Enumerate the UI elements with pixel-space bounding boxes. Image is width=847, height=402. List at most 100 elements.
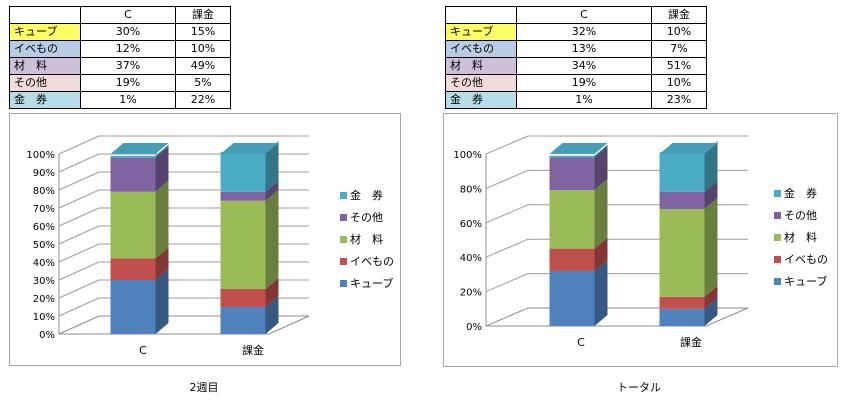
gridline bbox=[58, 243, 100, 263]
y-tick-label: 0% bbox=[39, 330, 55, 341]
gridline bbox=[58, 171, 100, 191]
legend-swatch bbox=[340, 258, 347, 265]
chart-caption: トータル bbox=[617, 381, 661, 394]
bar-segment-front bbox=[549, 270, 595, 326]
gridline bbox=[58, 225, 100, 245]
bar-segment-side bbox=[265, 189, 279, 289]
bar-segment-side bbox=[265, 278, 279, 307]
gridline bbox=[58, 189, 100, 209]
table-header-cell: C bbox=[516, 6, 652, 24]
bar-segment-front bbox=[220, 289, 266, 307]
bar-segment-side bbox=[704, 180, 718, 210]
table-header-cell bbox=[445, 6, 517, 24]
x-tick-label: C bbox=[139, 344, 147, 357]
table-cell: 34% bbox=[516, 57, 652, 75]
row-label: 金 券 bbox=[445, 91, 517, 109]
data-table-total: C 課金 キューブ 32% 10% イベもの 13% 7% 材 料 34% 51… bbox=[445, 6, 707, 109]
bar-segment-front bbox=[549, 248, 595, 271]
y-tick-label: 40% bbox=[460, 253, 482, 264]
table-row: キューブ 30% 15% bbox=[9, 23, 231, 41]
table-row: その他 19% 10% bbox=[445, 74, 707, 92]
legend-label: その他 bbox=[350, 211, 383, 224]
bar-segment-front bbox=[220, 307, 266, 334]
y-tick-label: 100% bbox=[453, 150, 482, 161]
y-tick-label: 80% bbox=[33, 186, 55, 197]
gridline bbox=[58, 135, 100, 155]
table-cell: 10% bbox=[175, 40, 231, 58]
table-row: イベもの 12% 10% bbox=[9, 40, 231, 58]
table-cell: 19% bbox=[80, 74, 176, 92]
table-cell: 15% bbox=[175, 23, 231, 41]
y-tick-label: 70% bbox=[33, 204, 55, 215]
y-tick-label: 60% bbox=[33, 222, 55, 233]
table-header-cell bbox=[9, 6, 81, 24]
legend-label: 材 料 bbox=[350, 232, 383, 246]
bar-segment-front bbox=[110, 157, 156, 192]
gridline bbox=[485, 169, 529, 189]
y-tick-label: 50% bbox=[33, 240, 55, 251]
table-cell: 37% bbox=[80, 57, 176, 75]
table-cell: 13% bbox=[516, 40, 652, 58]
data-table: C 課金 キューブ 30% 15% イベもの 12% 10% 材 料 37% 4… bbox=[9, 6, 231, 109]
gridline bbox=[485, 238, 529, 258]
x-tick-label: 課金 bbox=[680, 335, 702, 349]
legend-swatch bbox=[340, 192, 347, 199]
table-cell: 7% bbox=[651, 40, 707, 58]
gridline bbox=[58, 207, 100, 227]
bar-segment-side bbox=[704, 297, 718, 326]
bar-segment-side bbox=[594, 146, 608, 191]
bar-segment-front bbox=[659, 191, 705, 210]
table-row: 材 料 34% 51% bbox=[445, 57, 707, 75]
y-tick-label: 40% bbox=[33, 258, 55, 269]
bar-segment-side bbox=[155, 146, 169, 192]
row-label: イベもの bbox=[445, 40, 517, 58]
gridline bbox=[485, 204, 529, 224]
table-row: 金 券 1% 23% bbox=[445, 91, 707, 109]
table-row: キューブ 32% 10% bbox=[445, 23, 707, 41]
table-row: その他 19% 5% bbox=[9, 74, 231, 92]
table-cell: 49% bbox=[175, 57, 231, 75]
legend-label: 金 券 bbox=[784, 186, 817, 200]
table-row: イベもの 13% 7% bbox=[445, 40, 707, 58]
bar-segment-side bbox=[265, 141, 279, 192]
legend-swatch bbox=[340, 236, 347, 243]
legend-swatch bbox=[774, 190, 781, 197]
stacked-bar-chart-week2: 0% 10% 20% 30% 40% 50% 60% 70% 80% 90% 100% C 課金 金 券そ… bbox=[9, 113, 401, 366]
table-cell: 10% bbox=[651, 23, 707, 41]
table-header-cell: 課金 bbox=[651, 6, 707, 24]
bar-top bbox=[110, 143, 169, 154]
table-cell: 19% bbox=[516, 74, 652, 92]
x-tick-label: C bbox=[577, 336, 585, 349]
gridline bbox=[58, 153, 100, 173]
y-tick-label: 0% bbox=[466, 322, 482, 333]
legend-swatch bbox=[774, 234, 781, 241]
bar-top bbox=[220, 143, 279, 154]
bar-segment-side bbox=[155, 144, 169, 158]
legend-label: 材 料 bbox=[784, 230, 817, 244]
y-tick-label: 30% bbox=[33, 276, 55, 287]
bar-segment-front bbox=[110, 258, 156, 280]
bar-segment-front bbox=[220, 191, 266, 201]
bar-segment-front bbox=[659, 209, 705, 297]
legend-label: 金 券 bbox=[350, 188, 383, 202]
bar-top bbox=[549, 143, 608, 154]
gridline bbox=[485, 135, 529, 155]
y-tick-label: 10% bbox=[33, 312, 55, 323]
row-label: 材 料 bbox=[445, 57, 517, 75]
bar-segment-side bbox=[155, 180, 169, 259]
bar-segment-front bbox=[659, 296, 705, 309]
legend-swatch bbox=[774, 278, 781, 285]
legend-swatch bbox=[340, 280, 347, 287]
row-label: イベもの bbox=[9, 40, 81, 58]
table-header-cell: C bbox=[80, 6, 176, 24]
y-tick-label: 60% bbox=[460, 219, 482, 230]
row-label: その他 bbox=[9, 74, 81, 92]
table-cell: 32% bbox=[516, 23, 652, 41]
gridline bbox=[58, 261, 100, 281]
bar-segment-side bbox=[704, 141, 718, 192]
table-header-cell: 課金 bbox=[175, 6, 231, 24]
bar-segment-side bbox=[594, 237, 608, 271]
bar-segment-side bbox=[594, 179, 608, 249]
row-label: キューブ bbox=[9, 23, 81, 41]
